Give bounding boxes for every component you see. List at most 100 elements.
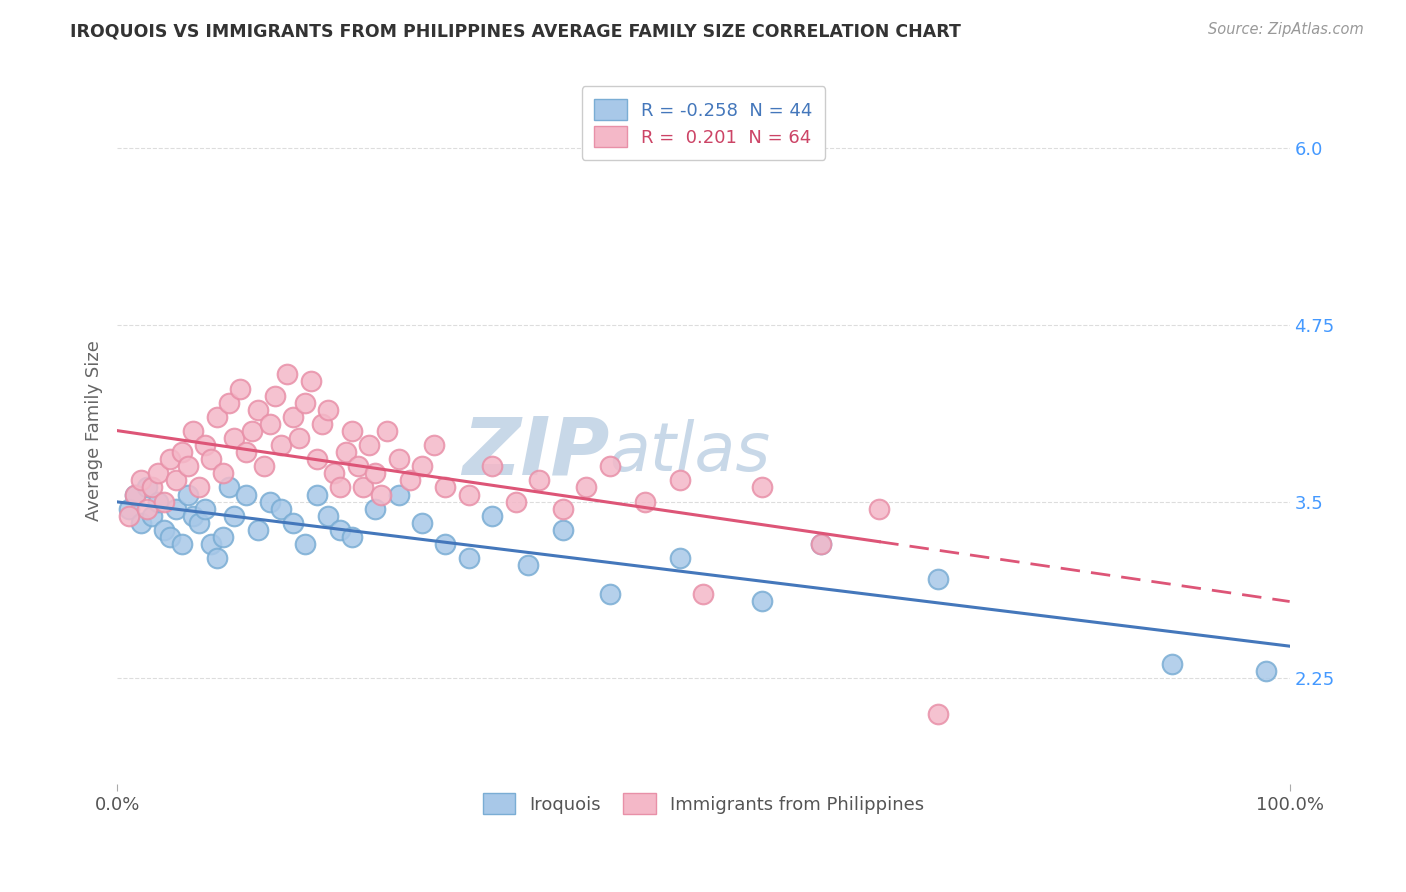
- Point: [281, 516, 304, 530]
- Point: [316, 402, 339, 417]
- Point: [316, 508, 339, 523]
- Point: [281, 409, 304, 424]
- Point: [305, 487, 328, 501]
- Point: [141, 508, 163, 523]
- Point: [259, 494, 281, 508]
- Point: [340, 424, 363, 438]
- Point: [434, 481, 457, 495]
- Point: [253, 459, 276, 474]
- Point: [299, 375, 322, 389]
- Point: [194, 438, 217, 452]
- Point: [205, 551, 228, 566]
- Point: [751, 593, 773, 607]
- Point: [194, 501, 217, 516]
- Text: ZIP: ZIP: [463, 413, 610, 491]
- Point: [148, 494, 170, 508]
- Point: [224, 431, 246, 445]
- Point: [387, 452, 409, 467]
- Point: [200, 452, 222, 467]
- Point: [810, 537, 832, 551]
- Point: [505, 494, 527, 508]
- Point: [229, 382, 252, 396]
- Point: [411, 516, 433, 530]
- Point: [669, 474, 692, 488]
- Point: [148, 467, 170, 481]
- Point: [159, 530, 181, 544]
- Text: IROQUOIS VS IMMIGRANTS FROM PHILIPPINES AVERAGE FAMILY SIZE CORRELATION CHART: IROQUOIS VS IMMIGRANTS FROM PHILIPPINES …: [70, 22, 962, 40]
- Point: [1256, 665, 1278, 679]
- Point: [153, 494, 176, 508]
- Point: [188, 516, 211, 530]
- Point: [575, 481, 598, 495]
- Point: [259, 417, 281, 431]
- Point: [270, 438, 292, 452]
- Point: [634, 494, 657, 508]
- Point: [1161, 657, 1184, 672]
- Point: [141, 481, 163, 495]
- Point: [399, 474, 422, 488]
- Point: [599, 586, 621, 600]
- Text: Source: ZipAtlas.com: Source: ZipAtlas.com: [1208, 22, 1364, 37]
- Point: [246, 523, 269, 537]
- Point: [329, 481, 352, 495]
- Point: [135, 481, 157, 495]
- Point: [364, 467, 387, 481]
- Point: [294, 537, 316, 551]
- Point: [481, 508, 503, 523]
- Point: [240, 424, 263, 438]
- Point: [159, 452, 181, 467]
- Point: [340, 530, 363, 544]
- Point: [927, 573, 949, 587]
- Point: [669, 551, 692, 566]
- Point: [211, 467, 233, 481]
- Point: [868, 501, 890, 516]
- Point: [458, 551, 481, 566]
- Point: [810, 537, 832, 551]
- Point: [423, 438, 446, 452]
- Point: [458, 487, 481, 501]
- Point: [481, 459, 503, 474]
- Point: [188, 481, 211, 495]
- Point: [551, 501, 574, 516]
- Point: [335, 445, 357, 459]
- Point: [170, 445, 193, 459]
- Point: [129, 474, 152, 488]
- Y-axis label: Average Family Size: Average Family Size: [86, 341, 103, 521]
- Point: [183, 508, 205, 523]
- Point: [352, 481, 374, 495]
- Point: [346, 459, 368, 474]
- Point: [165, 474, 187, 488]
- Point: [246, 402, 269, 417]
- Point: [270, 501, 292, 516]
- Point: [176, 459, 198, 474]
- Point: [927, 706, 949, 721]
- Point: [200, 537, 222, 551]
- Point: [529, 474, 551, 488]
- Point: [205, 409, 228, 424]
- Point: [235, 445, 257, 459]
- Point: [305, 452, 328, 467]
- Point: [124, 487, 146, 501]
- Point: [129, 516, 152, 530]
- Point: [311, 417, 333, 431]
- Point: [176, 487, 198, 501]
- Point: [135, 501, 157, 516]
- Point: [387, 487, 409, 501]
- Point: [375, 424, 398, 438]
- Point: [370, 487, 392, 501]
- Point: [516, 558, 538, 573]
- Point: [170, 537, 193, 551]
- Point: [288, 431, 311, 445]
- Point: [218, 395, 240, 409]
- Point: [329, 523, 352, 537]
- Point: [118, 501, 141, 516]
- Point: [692, 586, 714, 600]
- Point: [264, 388, 287, 402]
- Point: [359, 438, 381, 452]
- Point: [434, 537, 457, 551]
- Point: [183, 424, 205, 438]
- Legend: Iroquois, Immigrants from Philippines: Iroquois, Immigrants from Philippines: [472, 782, 935, 825]
- Point: [211, 530, 233, 544]
- Point: [224, 508, 246, 523]
- Text: atlas: atlas: [610, 419, 770, 485]
